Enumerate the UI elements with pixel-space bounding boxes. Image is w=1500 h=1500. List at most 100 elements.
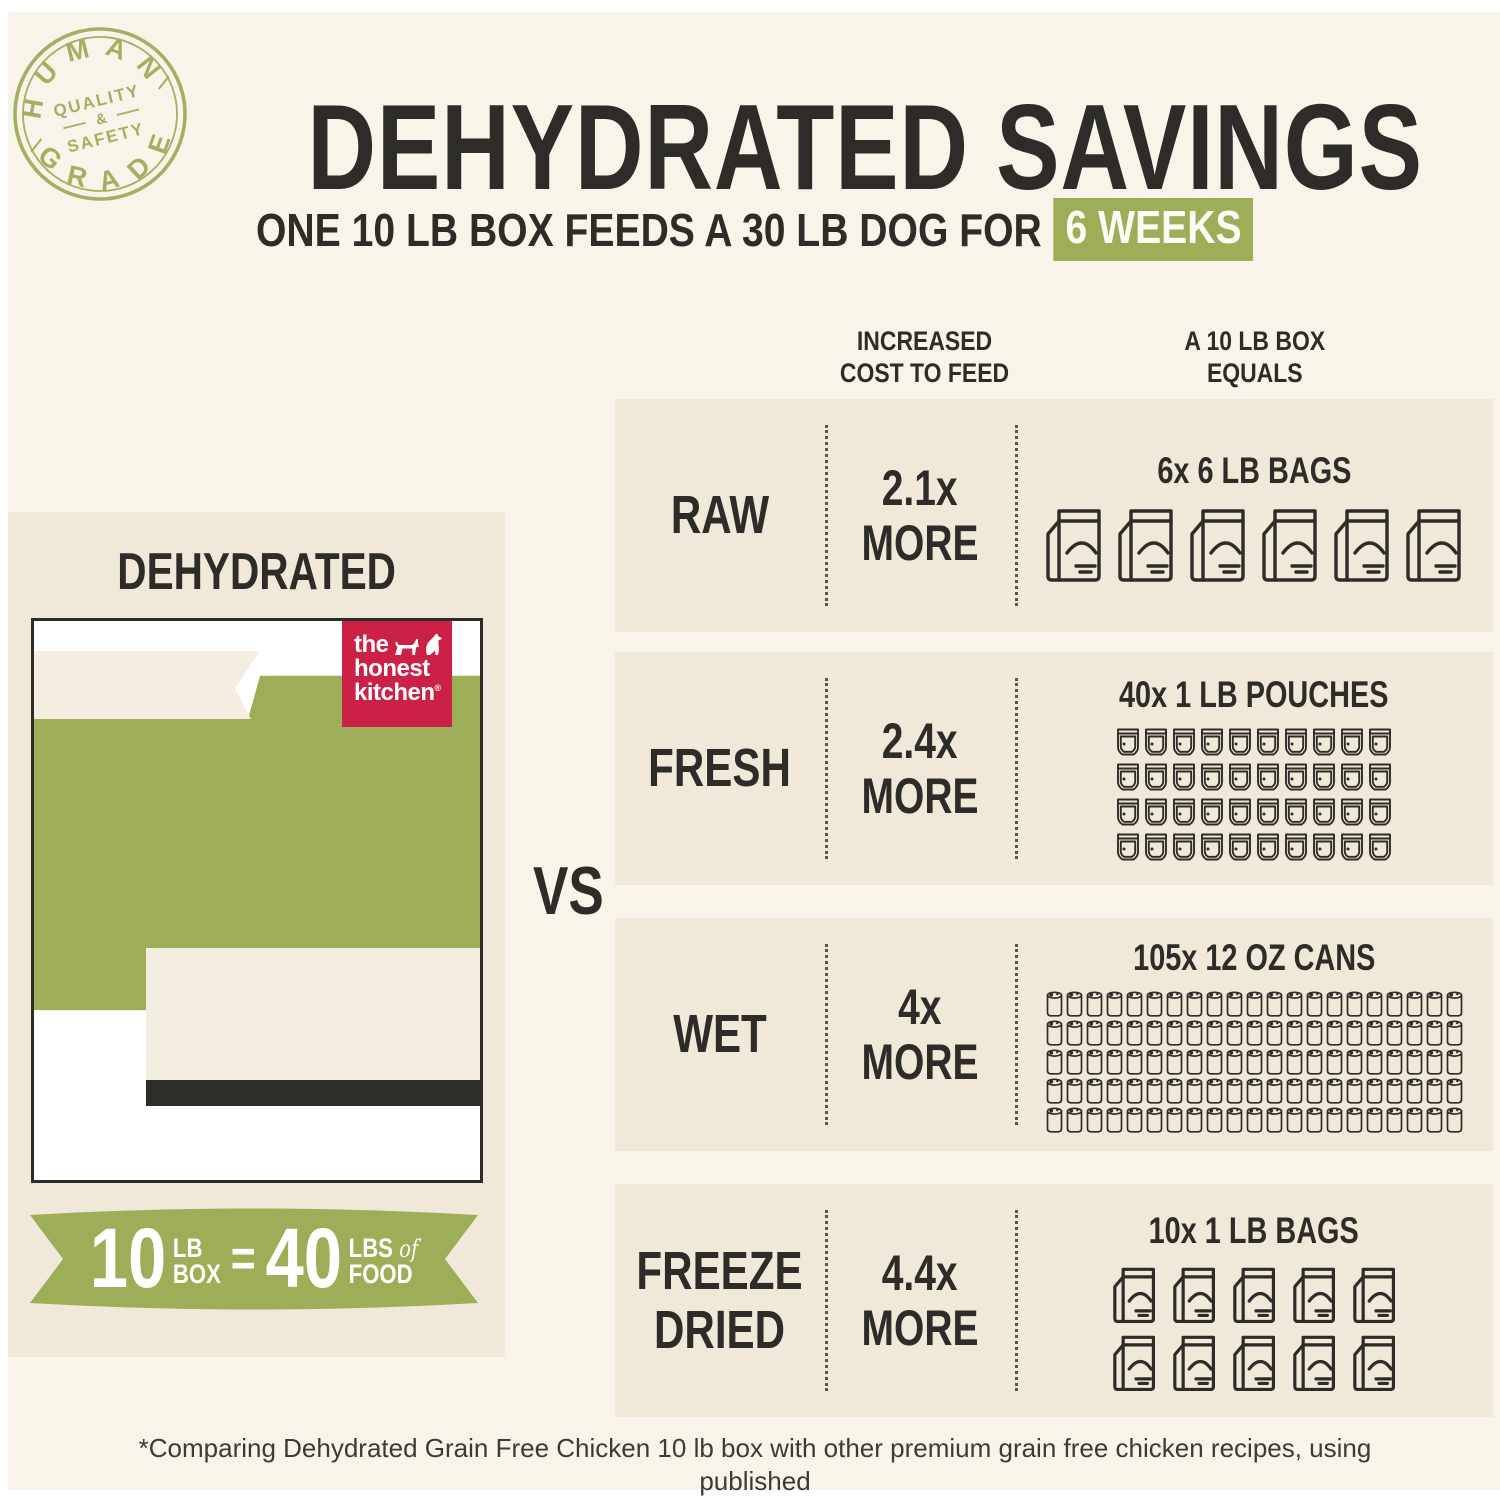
row-fresh-cost-value: 2.4x bbox=[882, 712, 958, 769]
can-icon bbox=[1266, 1019, 1283, 1046]
can-icon bbox=[1166, 1106, 1183, 1133]
can-icon bbox=[1306, 1106, 1323, 1133]
can-icon bbox=[1186, 1077, 1203, 1104]
bag-icon bbox=[1231, 1332, 1278, 1391]
ribbon-value-10: 10 bbox=[89, 1211, 167, 1306]
can-icon bbox=[1106, 1019, 1123, 1046]
bag-icon bbox=[1171, 1264, 1218, 1323]
bag-icon bbox=[1291, 1264, 1338, 1323]
can-icon bbox=[1126, 1019, 1143, 1046]
can-icon bbox=[1226, 1077, 1243, 1104]
pouch-icon bbox=[1144, 728, 1168, 758]
can-icon bbox=[1166, 990, 1183, 1017]
can-icon bbox=[1186, 1106, 1203, 1133]
dehydrated-label: DEHYDRATED bbox=[117, 543, 396, 601]
box-lower-cream bbox=[146, 948, 480, 1080]
can-icon bbox=[1046, 1048, 1063, 1075]
row-raw-icon-grid bbox=[1043, 504, 1465, 582]
row-freeze-dried-equivalent-title: 10x 1 LB BAGS bbox=[1148, 1210, 1360, 1251]
can-icon bbox=[1286, 1048, 1303, 1075]
pouch-icon bbox=[1172, 728, 1196, 758]
can-icon bbox=[1406, 1048, 1423, 1075]
row-wet-cost: 4x MORE bbox=[825, 918, 1015, 1151]
page-edge-top bbox=[0, 0, 1500, 12]
can-icon bbox=[1426, 990, 1443, 1017]
can-icon bbox=[1326, 1077, 1343, 1104]
can-icon bbox=[1306, 1019, 1323, 1046]
can-icon bbox=[1206, 1048, 1223, 1075]
can-icon bbox=[1106, 1048, 1123, 1075]
cost-header-line2: COST TO FEED bbox=[840, 357, 1010, 388]
row-fresh-cost: 2.4x MORE bbox=[825, 652, 1015, 885]
dehydrated-panel: DEHYDRATED the honest kitchen® bbox=[8, 512, 505, 1357]
pouch-icon bbox=[1200, 798, 1224, 828]
bag-icon bbox=[1187, 504, 1249, 582]
can-icon bbox=[1146, 1106, 1163, 1133]
can-icon bbox=[1246, 1106, 1263, 1133]
can-icon bbox=[1286, 1106, 1303, 1133]
can-icon bbox=[1326, 1019, 1343, 1046]
dotted-separator bbox=[825, 1210, 828, 1391]
can-icon bbox=[1206, 1077, 1223, 1104]
row-raw-equivalent: 6x 6 LB BAGS bbox=[1015, 399, 1493, 632]
can-icon bbox=[1086, 1019, 1103, 1046]
can-icon bbox=[1046, 990, 1063, 1017]
pouch-icon bbox=[1172, 798, 1196, 828]
row-freeze-dried-icon-grid bbox=[1111, 1264, 1398, 1391]
can-icon bbox=[1066, 1077, 1083, 1104]
row-wet-icon-grid bbox=[1046, 990, 1463, 1133]
can-icon bbox=[1226, 990, 1243, 1017]
pouch-icon bbox=[1340, 763, 1364, 793]
can-icon bbox=[1346, 990, 1363, 1017]
row-wet-label: WET bbox=[673, 1004, 767, 1065]
can-icon bbox=[1206, 1106, 1223, 1133]
can-icon bbox=[1106, 1077, 1123, 1104]
can-icon bbox=[1046, 1106, 1063, 1133]
can-icon bbox=[1106, 990, 1123, 1017]
dotted-separator bbox=[1015, 678, 1018, 859]
bag-icon bbox=[1259, 504, 1321, 582]
subtitle-text: ONE 10 LB BOX FEEDS A 30 LB DOG FOR bbox=[256, 203, 1043, 256]
can-icon bbox=[1306, 1048, 1323, 1075]
pouch-icon bbox=[1144, 798, 1168, 828]
can-icon bbox=[1286, 1077, 1303, 1104]
pouch-icon bbox=[1340, 728, 1364, 758]
pouch-icon bbox=[1368, 728, 1392, 758]
can-icon bbox=[1186, 990, 1203, 1017]
pouch-icon bbox=[1172, 763, 1196, 793]
can-icon bbox=[1066, 1019, 1083, 1046]
can-icon bbox=[1246, 990, 1263, 1017]
can-icon bbox=[1086, 1048, 1103, 1075]
can-icon bbox=[1286, 990, 1303, 1017]
can-icon bbox=[1146, 990, 1163, 1017]
can-icon bbox=[1166, 1048, 1183, 1075]
can-icon bbox=[1066, 1106, 1083, 1133]
pouch-icon bbox=[1116, 728, 1140, 758]
pouch-icon bbox=[1256, 798, 1280, 828]
pouch-icon bbox=[1228, 833, 1252, 863]
bag-icon bbox=[1111, 1332, 1158, 1391]
pouch-icon bbox=[1144, 833, 1168, 863]
can-icon bbox=[1266, 990, 1283, 1017]
can-icon bbox=[1406, 1106, 1423, 1133]
pouch-icon bbox=[1228, 763, 1252, 793]
can-icon bbox=[1086, 1106, 1103, 1133]
pouch-icon bbox=[1284, 728, 1308, 758]
can-icon bbox=[1086, 990, 1103, 1017]
can-icon bbox=[1426, 1106, 1443, 1133]
page-edge-bottom bbox=[0, 1490, 1500, 1500]
can-icon bbox=[1346, 1048, 1363, 1075]
page-title-text: DEHYDRATED SAVINGS bbox=[307, 79, 1423, 215]
box-dark-bar bbox=[146, 1080, 480, 1106]
pouch-icon bbox=[1312, 833, 1336, 863]
bag-icon bbox=[1291, 1332, 1338, 1391]
can-icon bbox=[1166, 1019, 1183, 1046]
footnote-line1: *Comparing Dehydrated Grain Free Chicken… bbox=[138, 1433, 1372, 1497]
cat-and-dog-icon bbox=[394, 633, 441, 655]
can-icon bbox=[1406, 1019, 1423, 1046]
can-icon bbox=[1226, 1019, 1243, 1046]
dog-icon bbox=[425, 633, 441, 655]
dotted-separator bbox=[825, 678, 828, 859]
column-header-cost: INCREASED COST TO FEED bbox=[730, 326, 1120, 390]
can-icon bbox=[1446, 1077, 1463, 1104]
